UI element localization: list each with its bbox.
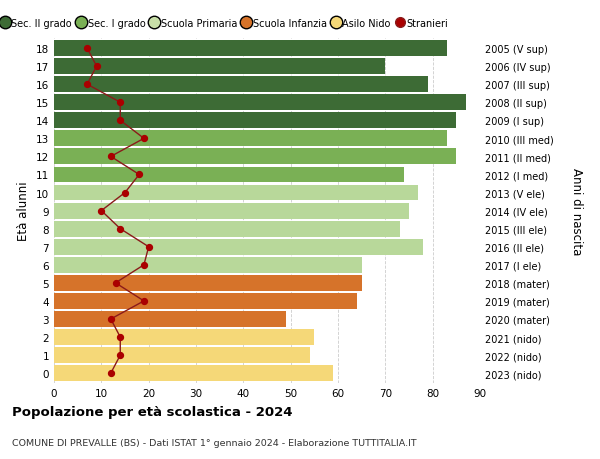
- Point: [115, 225, 125, 233]
- Bar: [54, 149, 457, 165]
- Point: [106, 316, 116, 323]
- Point: [115, 352, 125, 359]
- Bar: [54, 41, 447, 57]
- Point: [92, 63, 101, 71]
- Point: [120, 190, 130, 197]
- Bar: [54, 293, 357, 309]
- Text: Popolazione per età scolastica - 2024: Popolazione per età scolastica - 2024: [12, 405, 293, 419]
- Bar: [54, 239, 423, 255]
- Bar: [54, 311, 286, 327]
- Bar: [54, 257, 362, 273]
- Bar: [54, 275, 362, 291]
- Point: [115, 334, 125, 341]
- Point: [115, 118, 125, 125]
- Bar: [54, 113, 457, 129]
- Bar: [54, 365, 333, 381]
- Bar: [54, 167, 404, 183]
- Point: [139, 297, 149, 305]
- Point: [115, 99, 125, 106]
- Point: [144, 244, 154, 251]
- Point: [82, 45, 92, 53]
- Point: [139, 262, 149, 269]
- Bar: [54, 185, 418, 201]
- Legend: Sec. II grado, Sec. I grado, Scuola Primaria, Scuola Infanzia, Asilo Nido, Stran: Sec. II grado, Sec. I grado, Scuola Prim…: [0, 15, 452, 32]
- Point: [111, 280, 121, 287]
- Point: [97, 207, 106, 215]
- Bar: [54, 203, 409, 219]
- Bar: [54, 59, 385, 75]
- Bar: [54, 330, 314, 345]
- Bar: [54, 347, 310, 363]
- Point: [134, 171, 144, 179]
- Bar: [54, 131, 447, 147]
- Y-axis label: Età alunni: Età alunni: [17, 181, 31, 241]
- Text: COMUNE DI PREVALLE (BS) - Dati ISTAT 1° gennaio 2024 - Elaborazione TUTTITALIA.I: COMUNE DI PREVALLE (BS) - Dati ISTAT 1° …: [12, 438, 416, 447]
- Y-axis label: Anni di nascita: Anni di nascita: [570, 168, 583, 255]
- Bar: [54, 221, 400, 237]
- Point: [106, 369, 116, 377]
- Point: [106, 153, 116, 161]
- Point: [82, 81, 92, 89]
- Point: [139, 135, 149, 143]
- Bar: [54, 95, 466, 111]
- Bar: [54, 77, 428, 93]
